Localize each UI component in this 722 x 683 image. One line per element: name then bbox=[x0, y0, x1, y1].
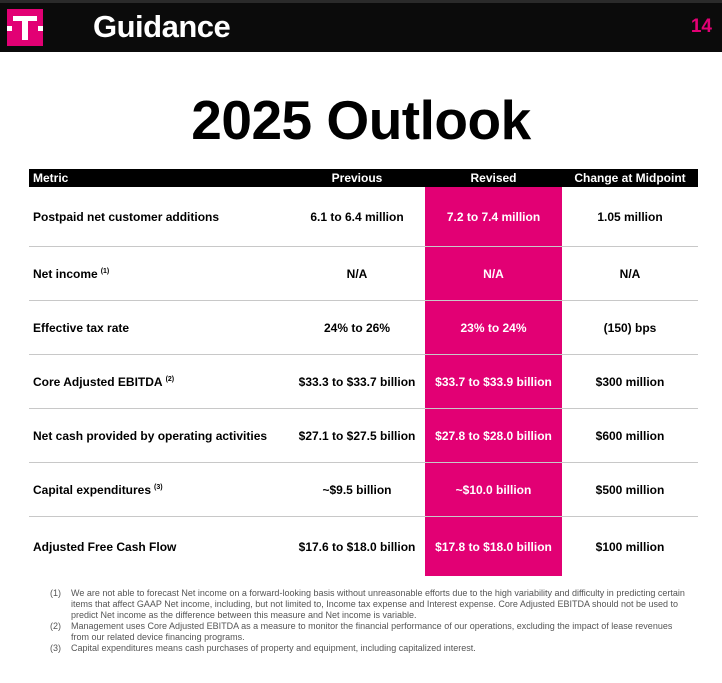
footnote-text: Capital expenditures means cash purchase… bbox=[71, 643, 476, 653]
change-value: 1.05 million bbox=[597, 210, 663, 224]
table-row: Postpaid net customer additions 6.1 to 6.… bbox=[29, 187, 698, 247]
previous-value: 6.1 to 6.4 million bbox=[310, 210, 404, 224]
column-header-previous: Previous bbox=[331, 171, 383, 185]
metric-label: Effective tax rate bbox=[33, 321, 130, 335]
row-divider bbox=[29, 246, 698, 247]
slide-title: 2025 Outlook bbox=[191, 89, 531, 151]
row-divider bbox=[29, 462, 698, 463]
table-header: Metric Previous Revised Change at Midpoi… bbox=[29, 169, 698, 187]
revised-value: $33.7 to $33.9 billion bbox=[435, 375, 552, 389]
column-header-metric: Metric bbox=[33, 171, 69, 185]
footnote-marker: (1) bbox=[100, 268, 110, 275]
t-mobile-logo-icon bbox=[7, 9, 43, 46]
revised-column-highlight bbox=[425, 187, 562, 576]
metric-label: Postpaid net customer additions bbox=[33, 210, 220, 224]
footnote-number: (3) bbox=[50, 643, 61, 653]
metric-label: Core Adjusted EBITDA (2) bbox=[33, 375, 175, 389]
change-value: $300 million bbox=[595, 375, 665, 389]
row-divider bbox=[29, 300, 698, 301]
previous-value: $27.1 to $27.5 billion bbox=[298, 429, 416, 443]
previous-value: N/A bbox=[346, 267, 368, 281]
change-value: N/A bbox=[619, 267, 641, 281]
change-value: $600 million bbox=[595, 429, 665, 443]
previous-value: $17.6 to $18.0 billion bbox=[298, 540, 416, 554]
column-header-change: Change at Midpoint bbox=[574, 171, 686, 185]
previous-value: $33.3 to $33.7 billion bbox=[298, 375, 416, 389]
slide-header: Guidance 14 bbox=[0, 0, 722, 52]
revised-value: $27.8 to $28.0 billion bbox=[435, 429, 552, 443]
revised-value: 7.2 to 7.4 million bbox=[446, 210, 541, 224]
metric-label: Capital expenditures (3) bbox=[33, 483, 163, 497]
page-number: 14 bbox=[690, 16, 712, 37]
footnote-number: (2) bbox=[50, 621, 61, 631]
revised-value: $17.8 to $18.0 billion bbox=[435, 540, 552, 554]
header-title: Guidance bbox=[93, 9, 231, 44]
table-row: Capital expenditures (3) ~$9.5 billion ~$10… bbox=[29, 463, 698, 517]
revised-value: 23% to 24% bbox=[460, 321, 527, 335]
footnote-item: (3) Capital expenditures means cash purc… bbox=[50, 643, 690, 654]
row-divider bbox=[29, 516, 698, 517]
row-divider bbox=[29, 354, 698, 355]
previous-value: ~$9.5 billion bbox=[322, 483, 392, 497]
revised-value: ~$10.0 billion bbox=[455, 483, 532, 497]
metric-label: Adjusted Free Cash Flow bbox=[33, 540, 177, 554]
footnote-marker: (2) bbox=[165, 376, 175, 383]
table-row: Net income (1) N/A N/A N/A bbox=[29, 247, 698, 301]
row-divider bbox=[29, 408, 698, 409]
metric-label: Net cash provided by operating activitie… bbox=[33, 429, 268, 443]
column-header-revised: Revised bbox=[470, 171, 517, 185]
footnotes: (1) We are not able to forecast Net inco… bbox=[50, 588, 690, 654]
previous-value: 24% to 26% bbox=[323, 321, 391, 335]
table-row: Net cash provided by operating activitie… bbox=[29, 409, 698, 463]
change-value: $500 million bbox=[595, 483, 665, 497]
footnote-item: (1) We are not able to forecast Net inco… bbox=[50, 588, 690, 621]
footnote-text: We are not able to forecast Net income o… bbox=[71, 588, 685, 620]
table-row: Core Adjusted EBITDA (2) $33.3 to $33.7 bi… bbox=[29, 355, 698, 409]
footnote-marker: (3) bbox=[154, 484, 163, 491]
revised-value: N/A bbox=[483, 267, 504, 281]
change-value: $100 million bbox=[595, 540, 665, 554]
metric-label: Net income (1) bbox=[33, 267, 110, 281]
table-row: Effective tax rate 24% to 26% 23% to 24% (1… bbox=[29, 301, 698, 355]
footnote-text: Management uses Core Adjusted EBITDA as … bbox=[71, 621, 673, 642]
change-value: (150) bps bbox=[603, 321, 657, 335]
table-row: Adjusted Free Cash Flow $17.6 to $18.0 bi… bbox=[29, 517, 698, 576]
outlook-table: Metric Previous Revised Change at Midpoi… bbox=[29, 169, 698, 576]
footnote-number: (1) bbox=[50, 588, 61, 598]
footnote-item: (2) Management uses Core Adjusted EBITDA… bbox=[50, 621, 690, 643]
